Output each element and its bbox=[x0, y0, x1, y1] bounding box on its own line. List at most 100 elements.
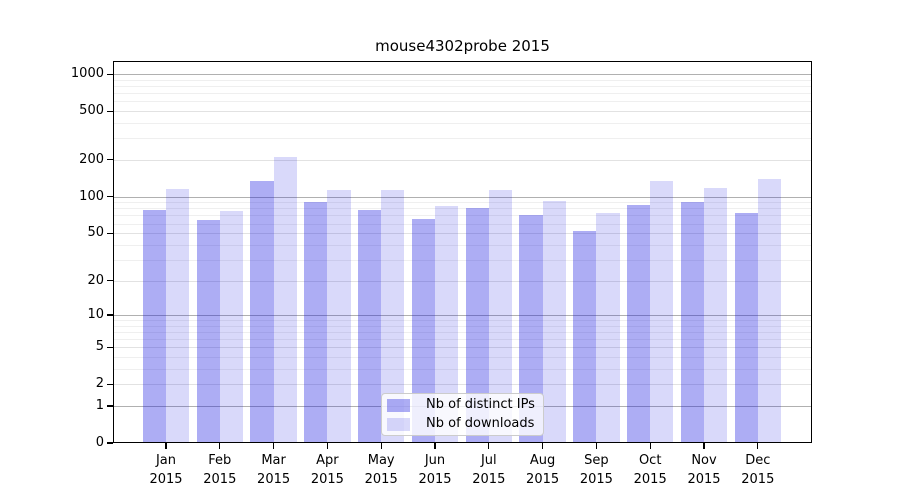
gridline-minor bbox=[114, 123, 811, 124]
x-tick-label: Jul 2015 bbox=[472, 453, 506, 487]
y-tick-label: 500 bbox=[79, 103, 104, 119]
bar-downloads bbox=[596, 213, 620, 443]
gridline bbox=[114, 111, 811, 113]
y-tick-label: 1 bbox=[95, 398, 104, 413]
bar-distinct-ips bbox=[734, 213, 758, 443]
x-tick-label: Jun 2015 bbox=[418, 453, 452, 487]
bar-downloads bbox=[435, 205, 459, 443]
bar-downloads bbox=[542, 201, 566, 443]
bar-downloads bbox=[650, 180, 674, 443]
bar-distinct-ips bbox=[519, 215, 543, 443]
x-tick-mark bbox=[595, 443, 597, 449]
legend-label-downloads: Nb of downloads bbox=[426, 416, 535, 431]
bar-downloads bbox=[273, 157, 297, 443]
bar-distinct-ips bbox=[680, 201, 704, 443]
gridline bbox=[114, 315, 811, 316]
gridline-minor bbox=[114, 332, 811, 333]
y-tick-mark bbox=[107, 73, 113, 75]
x-tick-label: Feb 2015 bbox=[203, 453, 237, 487]
x-tick-label: Nov 2015 bbox=[687, 453, 721, 487]
legend-swatch-downloads bbox=[387, 417, 410, 431]
legend-item-downloads: Nb of downloads bbox=[387, 417, 537, 431]
x-tick-mark bbox=[757, 443, 759, 449]
bar-downloads bbox=[757, 178, 782, 443]
y-tick-label: 20 bbox=[87, 272, 104, 288]
x-tick-mark bbox=[488, 443, 490, 449]
bar-downloads bbox=[219, 211, 244, 443]
y-tick-mark bbox=[107, 383, 113, 385]
legend: Nb of distinct IPs Nb of downloads bbox=[381, 393, 544, 436]
chart-title: mouse4302probe 2015 bbox=[375, 37, 550, 55]
y-tick-mark bbox=[107, 279, 113, 282]
x-tick-label: Sep 2015 bbox=[579, 453, 613, 487]
gridline-minor bbox=[114, 215, 811, 217]
bar-downloads bbox=[488, 189, 513, 443]
gridline bbox=[114, 74, 811, 76]
bar-distinct-ips bbox=[465, 208, 489, 443]
gridline-minor bbox=[114, 202, 811, 204]
bar-distinct-ips bbox=[304, 201, 328, 443]
x-tick-mark bbox=[703, 443, 705, 449]
y-tick-mark bbox=[107, 314, 113, 316]
x-tick-mark bbox=[542, 443, 544, 449]
y-tick-label: 0 bbox=[95, 435, 104, 450]
y-tick-label: 2 bbox=[95, 376, 104, 392]
x-tick-label: Aug 2015 bbox=[526, 453, 560, 487]
x-tick-label: Apr 2015 bbox=[310, 453, 344, 487]
y-tick-mark bbox=[107, 405, 113, 407]
bar-downloads bbox=[327, 189, 351, 443]
bar-distinct-ips bbox=[573, 231, 597, 443]
gridline-minor bbox=[114, 93, 811, 95]
gridline bbox=[114, 233, 811, 235]
x-tick-mark bbox=[380, 443, 382, 449]
x-tick-label: Dec 2015 bbox=[741, 453, 775, 487]
bar-distinct-ips bbox=[411, 218, 435, 443]
bar-downloads bbox=[381, 189, 405, 443]
gridline-minor bbox=[114, 369, 811, 370]
y-tick-label: 100 bbox=[79, 188, 104, 204]
gridline-minor bbox=[114, 101, 811, 103]
x-tick-label: Jan 2015 bbox=[149, 453, 183, 487]
legend-label-distinct-ips: Nb of distinct IPs bbox=[426, 397, 535, 412]
gridline-minor bbox=[114, 357, 811, 359]
x-tick-label: Oct 2015 bbox=[633, 453, 667, 487]
y-tick-label: 1000 bbox=[70, 66, 104, 82]
bar-distinct-ips bbox=[250, 180, 274, 443]
x-tick-mark bbox=[165, 443, 167, 449]
gridline-minor bbox=[114, 325, 811, 327]
x-tick-label: Mar 2015 bbox=[257, 453, 291, 487]
y-tick-label: 200 bbox=[79, 151, 104, 167]
gridline bbox=[114, 196, 811, 198]
gridline-minor bbox=[114, 86, 811, 88]
x-tick-mark bbox=[326, 443, 328, 449]
gridline-minor bbox=[114, 223, 811, 225]
y-tick-label: 10 bbox=[87, 307, 104, 322]
y-tick-mark bbox=[107, 346, 113, 348]
bar-distinct-ips bbox=[196, 220, 220, 443]
x-tick-label: May 2015 bbox=[364, 453, 398, 487]
gridline-minor bbox=[114, 79, 811, 81]
gridline-minor bbox=[114, 339, 811, 341]
bar-distinct-ips bbox=[142, 210, 166, 443]
gridline-minor bbox=[114, 208, 811, 210]
bar-downloads bbox=[704, 187, 728, 443]
gridline-minor bbox=[114, 138, 811, 140]
y-tick-label: 5 bbox=[95, 339, 104, 355]
x-tick-mark bbox=[273, 443, 275, 449]
bar-downloads bbox=[166, 189, 190, 443]
gridline bbox=[114, 384, 811, 386]
gridline-minor bbox=[114, 320, 811, 322]
y-tick-mark bbox=[107, 232, 113, 234]
bar-distinct-ips bbox=[357, 210, 382, 443]
x-tick-mark bbox=[219, 443, 221, 449]
legend-swatch-distinct-ips bbox=[387, 398, 410, 412]
y-tick-mark bbox=[107, 110, 113, 112]
gridline bbox=[114, 159, 811, 161]
gridline-minor bbox=[114, 244, 811, 246]
gridline-minor bbox=[114, 259, 811, 261]
legend-item-distinct-ips: Nb of distinct IPs bbox=[387, 398, 537, 412]
y-tick-label: 50 bbox=[87, 225, 104, 241]
bar-distinct-ips bbox=[626, 205, 651, 443]
y-tick-mark bbox=[107, 196, 113, 198]
